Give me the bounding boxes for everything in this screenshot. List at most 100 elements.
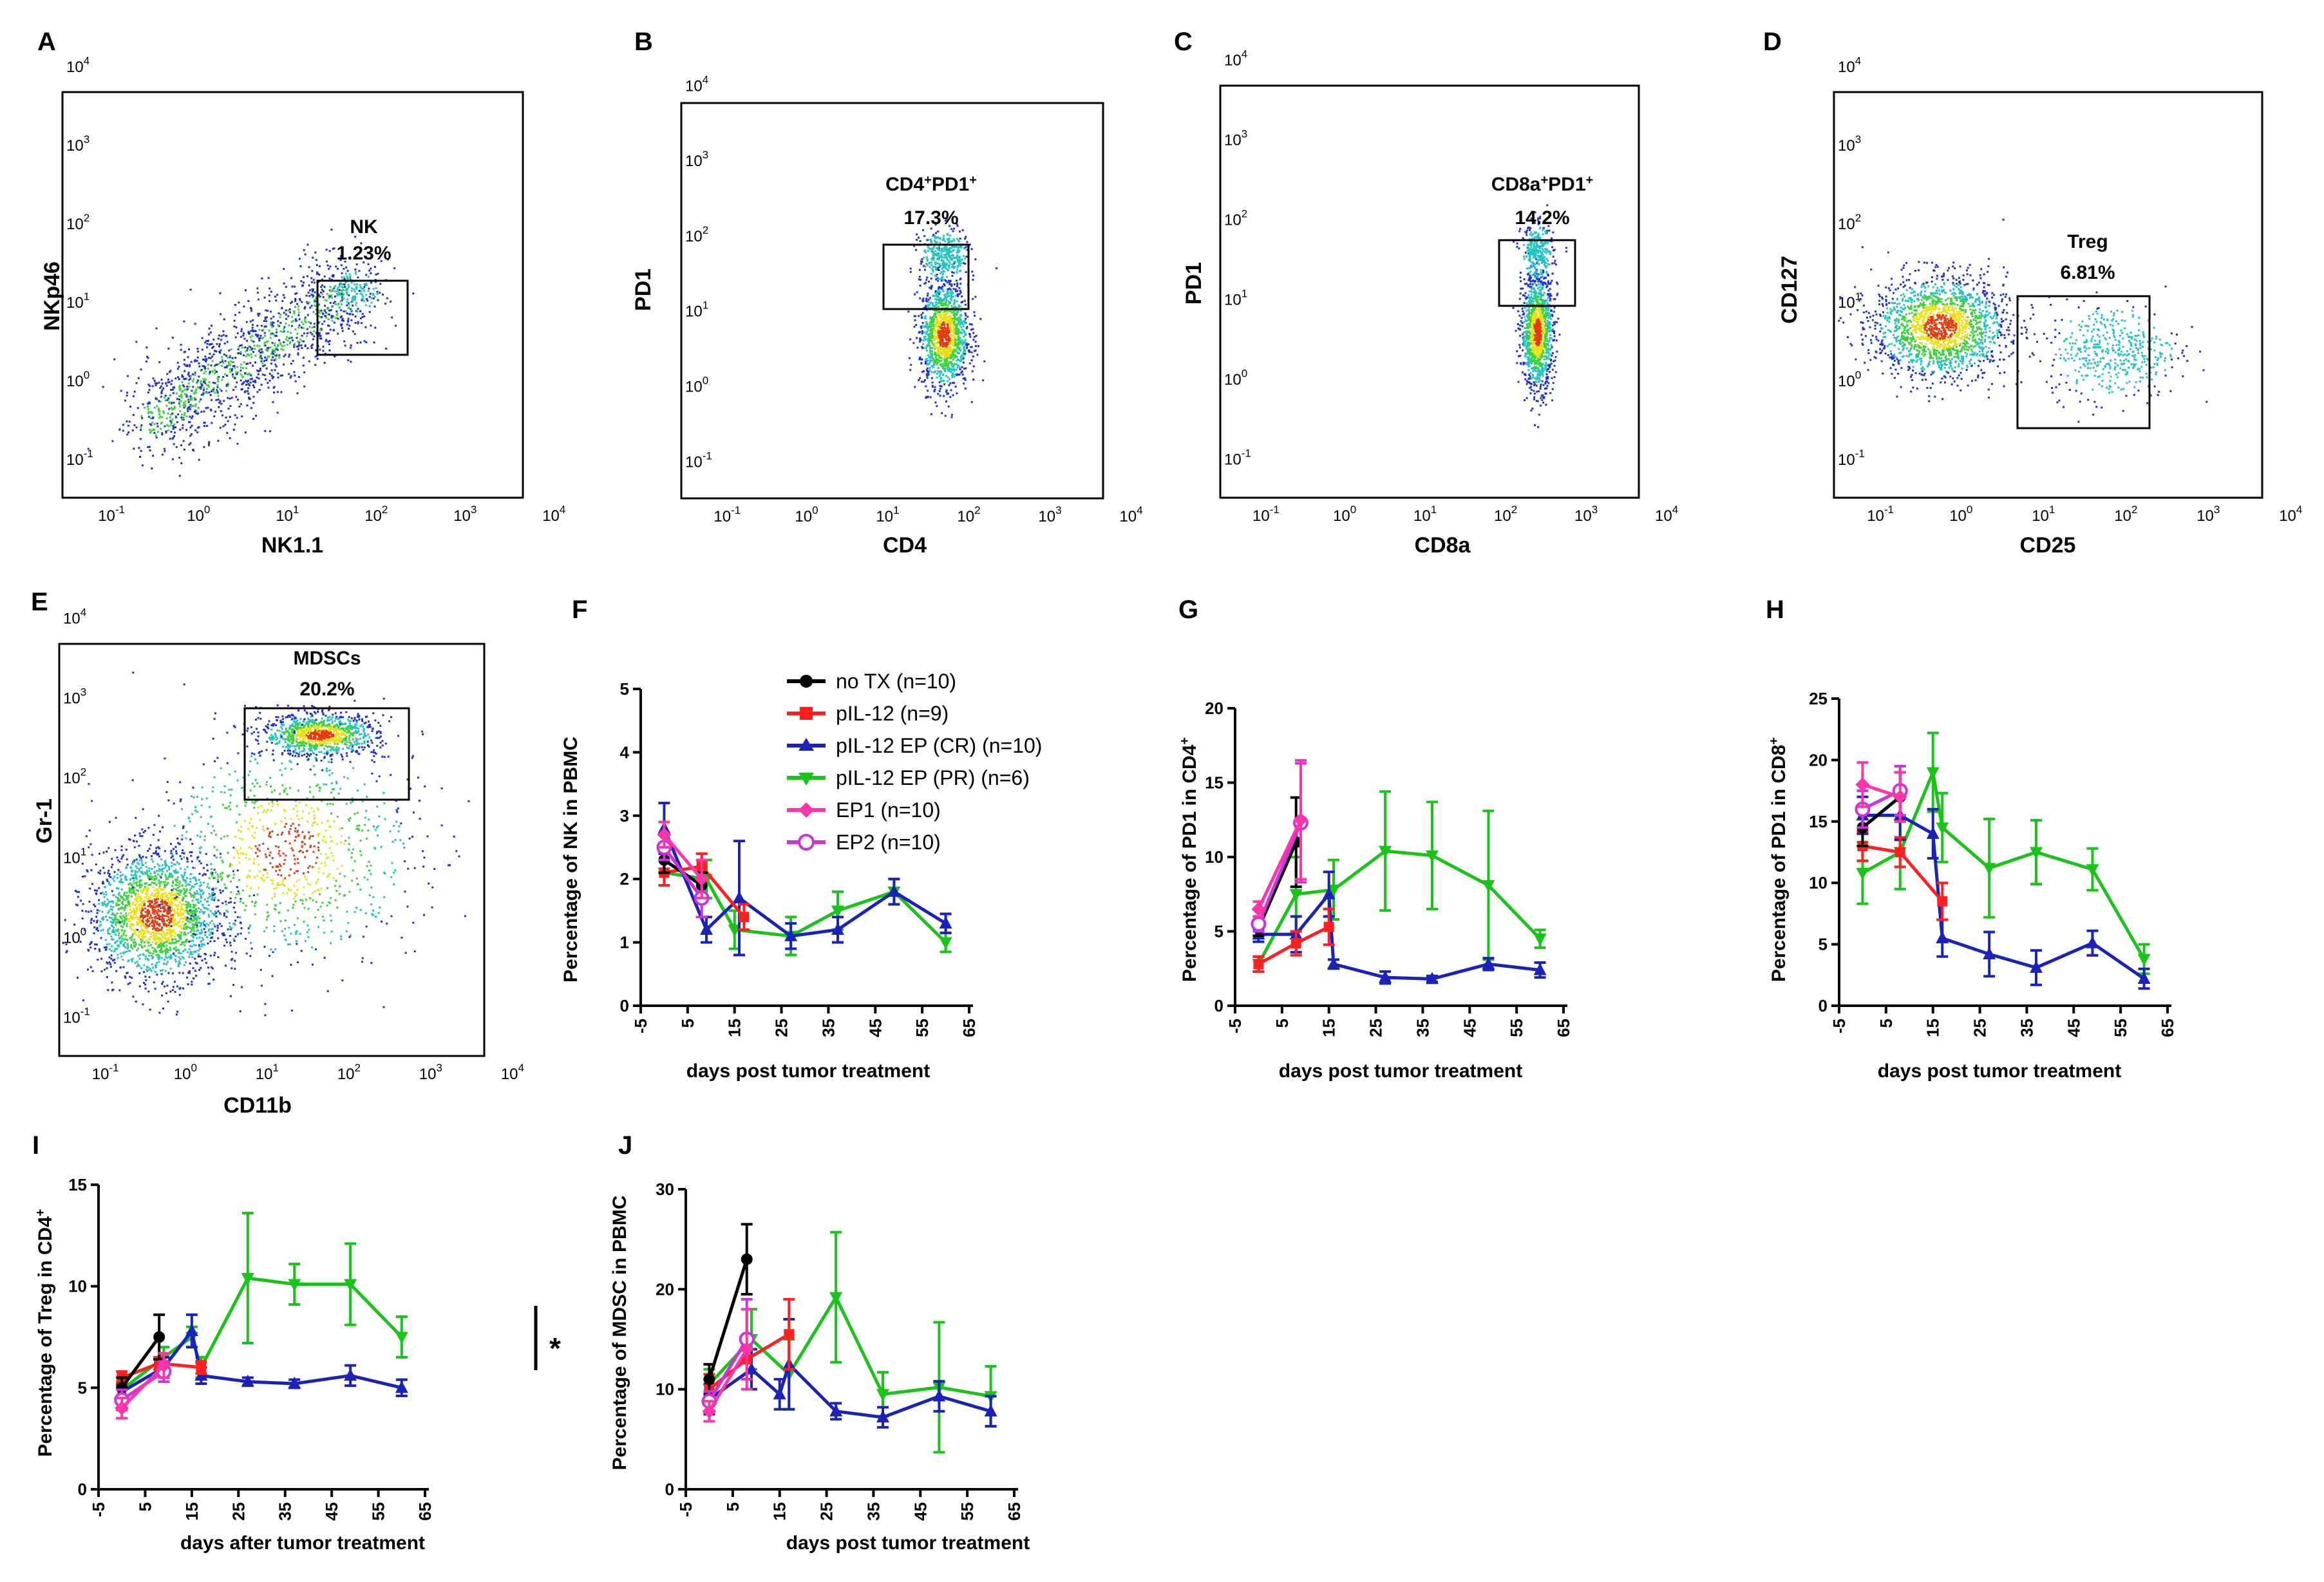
cell-event [936, 291, 938, 294]
cell-event [1538, 312, 1541, 315]
cell-event [1527, 350, 1529, 353]
cell-event [1542, 227, 1545, 229]
cell-event [213, 390, 215, 393]
cell-event [963, 299, 966, 302]
cell-event [122, 429, 124, 432]
cell-event [1545, 286, 1548, 288]
cell-event [972, 332, 975, 334]
cell-event [1542, 281, 1545, 284]
cell-event [330, 306, 333, 308]
cell-event [232, 365, 234, 368]
cell-event [953, 333, 956, 335]
cell-event [363, 283, 366, 285]
cell-event [263, 320, 265, 322]
cell-event [276, 391, 279, 393]
cell-event [324, 305, 326, 307]
cell-event [933, 339, 936, 342]
cell-event [306, 335, 308, 337]
cell-event [941, 352, 943, 355]
cell-event [1545, 328, 1547, 330]
cell-event [1530, 243, 1532, 246]
cell-event [1547, 292, 1549, 295]
cell-event [1531, 266, 1533, 268]
cell-event [1536, 278, 1538, 280]
cell-event [340, 264, 343, 267]
cell-event [966, 326, 968, 328]
cell-event [1540, 296, 1542, 299]
cell-event [1535, 353, 1538, 356]
cell-event [947, 335, 950, 338]
cell-event [277, 376, 279, 379]
cell-event [220, 339, 222, 341]
cell-event [268, 300, 270, 303]
cell-event [1522, 287, 1524, 290]
cell-event [243, 337, 246, 340]
cell-event [281, 374, 283, 377]
cell-event [938, 269, 940, 271]
cell-event [1548, 325, 1551, 328]
cell-event [352, 305, 354, 306]
cell-event [188, 375, 191, 377]
cell-event [931, 325, 933, 328]
cell-event [276, 328, 278, 331]
cell-event [272, 356, 274, 359]
cell-event [1527, 348, 1530, 351]
cell-event [319, 348, 321, 351]
cell-event [352, 299, 354, 301]
cell-event [1530, 352, 1533, 355]
cell-event [265, 309, 267, 312]
cell-event [144, 406, 146, 409]
cell-event [149, 402, 151, 404]
cell-event [1548, 329, 1551, 332]
cell-event [925, 373, 928, 375]
cell-event [1537, 357, 1540, 360]
cell-event [1910, 305, 1913, 307]
cell-event [960, 314, 963, 316]
cell-event [1545, 378, 1548, 381]
cell-event [1526, 234, 1528, 236]
cell-event [1541, 321, 1544, 323]
cell-event [1517, 310, 1520, 312]
cell-event [958, 359, 960, 361]
cell-event [926, 239, 929, 241]
cell-event [336, 312, 339, 315]
cell-event [1527, 313, 1529, 315]
cell-event [245, 321, 248, 323]
cell-event [1932, 345, 1935, 348]
cell-event [945, 400, 947, 402]
cell-event [954, 328, 957, 330]
cell-event [956, 345, 958, 348]
cell-event [340, 325, 343, 327]
cell-event [173, 443, 175, 446]
cell-event [1516, 245, 1518, 248]
x-tick-label: 104 [1655, 504, 1678, 525]
cell-event [343, 283, 345, 286]
cell-event [1531, 319, 1534, 322]
cell-event [188, 348, 190, 351]
cell-event [1944, 376, 1947, 379]
cell-event [334, 296, 336, 297]
cell-event [1952, 326, 1954, 329]
cell-event [1952, 261, 1955, 264]
cell-event [229, 356, 231, 359]
cell-event [970, 328, 972, 331]
cell-event [181, 419, 184, 421]
cell-event [934, 345, 936, 348]
cell-event [940, 363, 943, 366]
cell-event [950, 297, 952, 299]
cell-event [294, 318, 297, 321]
cell-event [177, 376, 180, 379]
cell-event [221, 356, 223, 358]
cell-event [974, 349, 977, 352]
cell-event [267, 355, 269, 358]
cell-event [978, 345, 979, 348]
cell-event [956, 374, 958, 377]
cell-event [932, 366, 934, 368]
cell-event [922, 343, 924, 345]
cell-event [943, 311, 945, 314]
cell-event [354, 333, 356, 335]
cell-event [194, 373, 196, 376]
cell-event [363, 261, 365, 263]
